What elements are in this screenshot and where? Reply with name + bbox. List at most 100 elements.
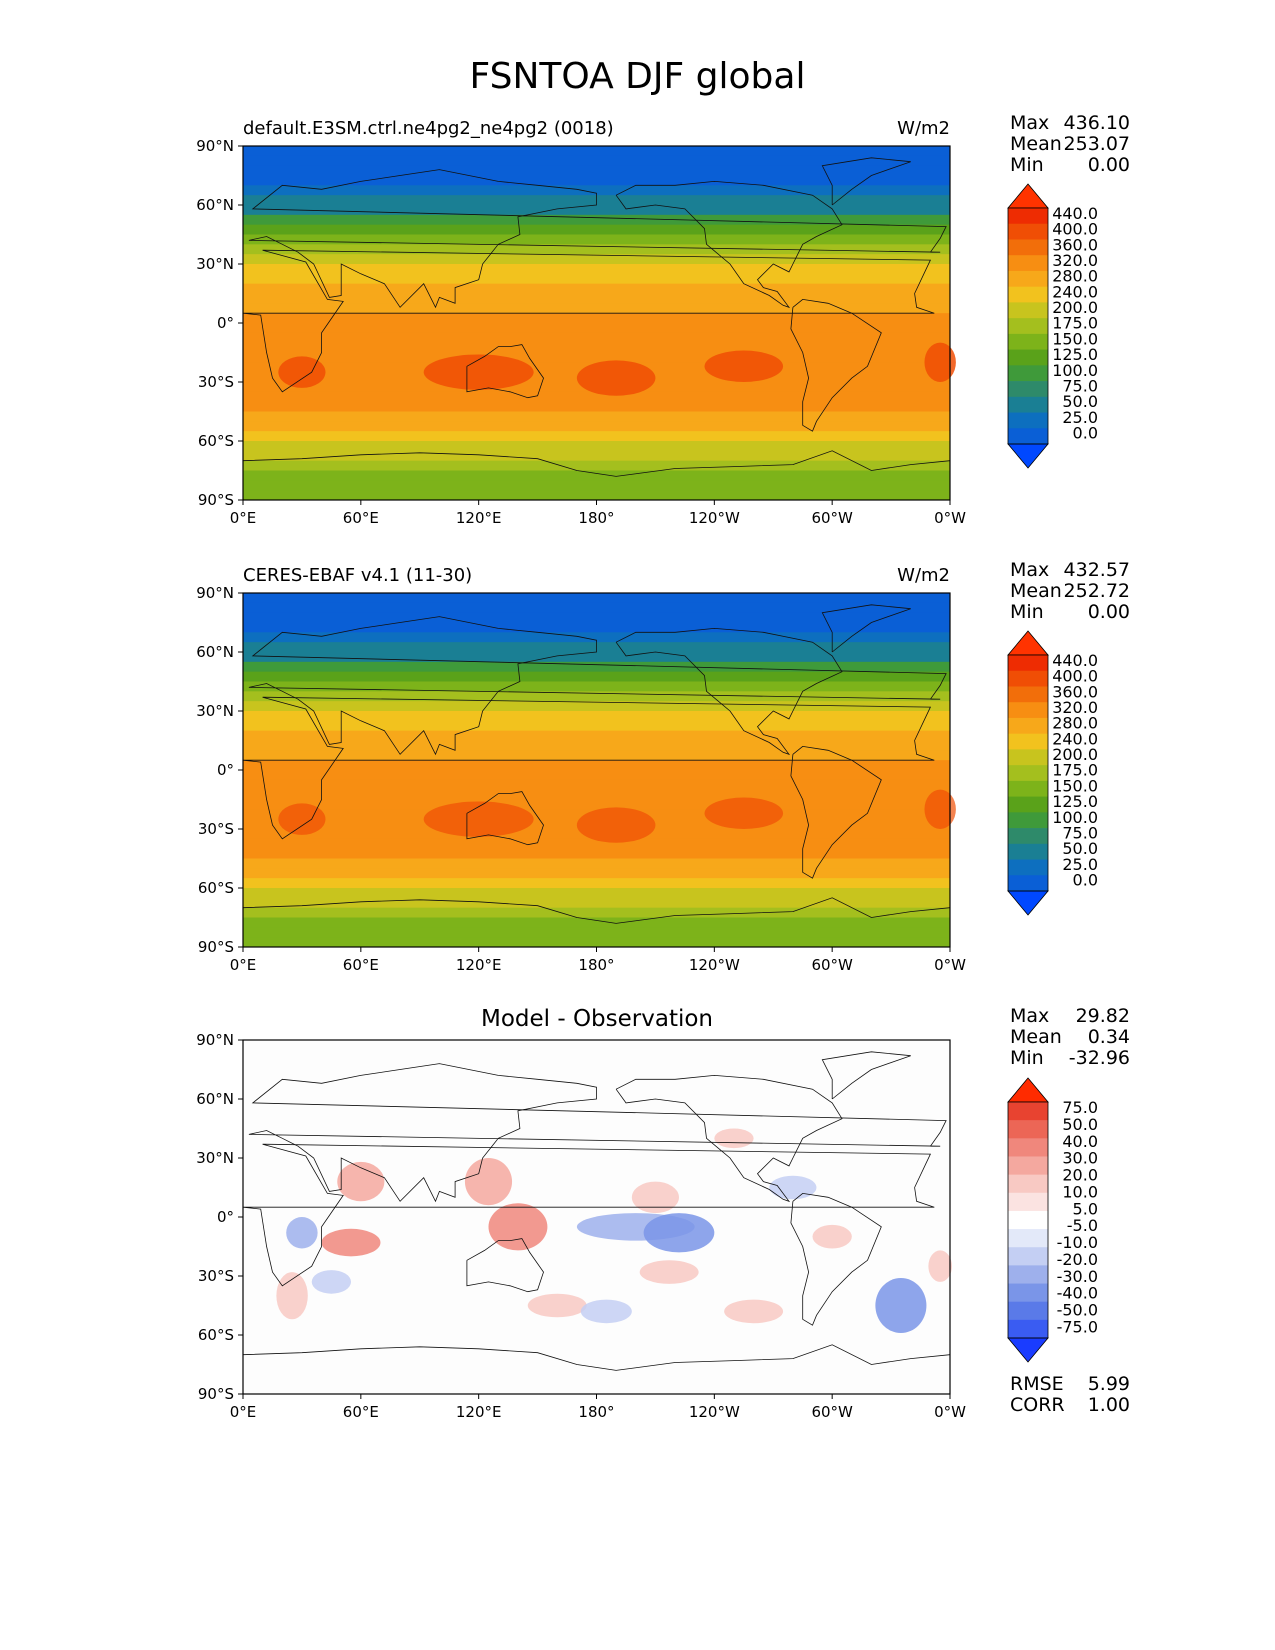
colorbar-segment-p3-4 bbox=[1008, 1174, 1048, 1194]
coastline-p3-5 bbox=[821, 1051, 911, 1100]
colorbar-label-p2-6: 200.0 bbox=[1052, 745, 1098, 764]
lat-tick-label-p3-6: 90°S bbox=[198, 1385, 234, 1403]
colorbar-segment-p3-5 bbox=[1008, 1192, 1048, 1212]
field-band-p2 bbox=[243, 927, 950, 938]
panel-1-max-label: Max bbox=[1010, 112, 1050, 134]
field-band-p2 bbox=[243, 593, 950, 604]
map-svg-p3: 90°N 60°N 30°N 0° 30°S 60°S 90°S0°E 60°E 120°E 18… bbox=[196, 1031, 966, 1421]
field-band-p2 bbox=[243, 701, 950, 712]
panel-1-min-value: 0.00 bbox=[1087, 154, 1130, 176]
field-max-region-p1-0 bbox=[423, 354, 534, 390]
lon-tick-label-p2-5: 60°W bbox=[811, 956, 853, 974]
field-band-p1 bbox=[243, 450, 950, 462]
colorbar-segment-p2-4 bbox=[1008, 717, 1048, 735]
field-band-p2 bbox=[243, 632, 950, 643]
colorbar-segment-p1-1 bbox=[1008, 223, 1048, 240]
field-band-p1 bbox=[243, 234, 950, 245]
field-max-region-p1-1 bbox=[576, 360, 656, 396]
diff-anomaly-p3-4 bbox=[276, 1272, 308, 1320]
map-svg-p2: 90°N 60°N 30°N 0° 30°S 60°S 90°S0°E 60°E 120°E 18… bbox=[196, 584, 966, 974]
lat-tick-label-p1-0: 90°N bbox=[196, 137, 234, 155]
field-band-p1 bbox=[243, 411, 950, 422]
lon-tick-label-p2-6: 0°W bbox=[934, 956, 966, 974]
field-band-p1 bbox=[243, 224, 950, 235]
field-band-p2 bbox=[243, 730, 950, 741]
lon-tick-label-p2-4: 120°W bbox=[689, 956, 740, 974]
colorbar-svg-p1: 440.0400.0360.0320.0280.0240.0200.0175.0… bbox=[1007, 183, 1098, 469]
colorbar-label-p2-3: 320.0 bbox=[1052, 698, 1098, 717]
lon-tick-label-p1-0: 0°E bbox=[230, 509, 257, 527]
field-band-p1 bbox=[243, 303, 950, 314]
field-band-p1 bbox=[243, 264, 950, 275]
field-band-p2 bbox=[243, 848, 950, 859]
colorbar-label-p3-10: -30.0 bbox=[1057, 1267, 1098, 1286]
colorbar-segment-p1-12 bbox=[1008, 396, 1048, 413]
colorbar-segment-p3-12 bbox=[1008, 1319, 1048, 1339]
colorbar-label-p2-4: 280.0 bbox=[1052, 714, 1098, 733]
lat-tick-label-p3-0: 90°N bbox=[196, 1031, 234, 1049]
coastline-p1-1 bbox=[248, 169, 947, 309]
panel-2-mean-value: 252.72 bbox=[1063, 580, 1130, 602]
panel-3-rmse-label: RMSE bbox=[1010, 1373, 1064, 1395]
colorbar-label-p1-1: 400.0 bbox=[1052, 220, 1098, 239]
lon-tick-label-p1-6: 0°W bbox=[934, 509, 966, 527]
coastline-p1-6 bbox=[242, 450, 951, 477]
coastline-p3-3 bbox=[615, 1074, 843, 1203]
colorbar-label-p2-13: 25.0 bbox=[1062, 855, 1098, 874]
colorbar-segment-p1-9 bbox=[1008, 349, 1048, 366]
colorbar-segment-p2-2 bbox=[1008, 686, 1048, 703]
field-band-p2 bbox=[243, 888, 950, 899]
field-band-p2 bbox=[243, 622, 950, 633]
colorbar-label-p1-13: 25.0 bbox=[1062, 408, 1098, 427]
panel-1-colorbar: 440.0 400.0 360.0 320.0 280.0 240.0 200.0 175.0… bbox=[1007, 183, 1128, 469]
colorbar-extend-top-p2 bbox=[1007, 630, 1049, 656]
field-band-p1 bbox=[243, 175, 950, 186]
colorbar-segment-p1-5 bbox=[1008, 286, 1048, 303]
lon-tick-label-p3-1: 60°E bbox=[343, 1403, 379, 1421]
colorbar-label-p3-8: -10.0 bbox=[1057, 1233, 1098, 1252]
field-max-region-p1-2 bbox=[704, 350, 784, 382]
colorbar-segment-p2-8 bbox=[1008, 780, 1048, 797]
field-band-p1 bbox=[243, 460, 950, 471]
field-band-p1 bbox=[243, 313, 950, 324]
field-band-p1 bbox=[243, 254, 950, 265]
panel-1-mean-value: 253.07 bbox=[1063, 133, 1130, 155]
field-band-p2 bbox=[243, 661, 950, 673]
field-band-p1 bbox=[243, 352, 950, 363]
panel-3-map: 90°N 60°N 30°N 0° 30°S 60°S 90°S 0°E 60°E 120°E 18… bbox=[196, 1031, 966, 1421]
diff-anomaly-p3-17 bbox=[875, 1277, 927, 1334]
lat-tick-label-p1-2: 30°N bbox=[196, 255, 234, 273]
panel-2-units: W/m2 bbox=[897, 565, 950, 586]
field-max-region-p2-0 bbox=[423, 801, 534, 837]
colorbar-segment-p2-7 bbox=[1008, 765, 1048, 782]
field-max-region-p2-1 bbox=[576, 807, 656, 843]
field-band-p2 bbox=[243, 750, 950, 761]
colorbar-extend-bottom-p2 bbox=[1007, 890, 1049, 916]
colorbar-label-p3-4: 20.0 bbox=[1062, 1166, 1098, 1185]
coastline-p3-1 bbox=[248, 1063, 947, 1203]
colorbar-segment-p1-2 bbox=[1008, 239, 1048, 256]
field-band-p2 bbox=[243, 770, 950, 781]
colorbar-label-p3-0: 75.0 bbox=[1062, 1098, 1098, 1117]
colorbar-segment-p3-10 bbox=[1008, 1283, 1048, 1303]
colorbar-segment-p3-0 bbox=[1008, 1102, 1048, 1121]
field-max-region-p1-4 bbox=[278, 356, 326, 388]
colorbar-outline-p2 bbox=[1007, 654, 1049, 892]
colorbar-label-p3-13: -75.0 bbox=[1057, 1317, 1098, 1336]
coastline-p2-0 bbox=[242, 696, 935, 840]
field-band-p2 bbox=[243, 897, 950, 909]
lon-tick-label-p3-0: 0°E bbox=[230, 1403, 257, 1421]
panel-3-mean-label: Mean bbox=[1010, 1026, 1062, 1048]
colorbar-segment-p2-1 bbox=[1008, 670, 1048, 687]
colorbar-label-p2-14: 0.0 bbox=[1073, 870, 1098, 889]
field-band-p1 bbox=[243, 391, 950, 403]
lon-tick-label-p2-1: 60°E bbox=[343, 956, 379, 974]
coastline-p1-5 bbox=[821, 157, 911, 206]
colorbar-segment-p3-3 bbox=[1008, 1156, 1048, 1176]
coastline-p1-2 bbox=[466, 344, 544, 399]
colorbar-label-p3-12: -50.0 bbox=[1057, 1301, 1098, 1320]
field-band-p2 bbox=[243, 937, 950, 948]
diff-anomaly-p3-15 bbox=[311, 1270, 352, 1294]
colorbar-label-p3-9: -20.0 bbox=[1057, 1250, 1098, 1269]
coastline-p3-6 bbox=[242, 1344, 951, 1371]
